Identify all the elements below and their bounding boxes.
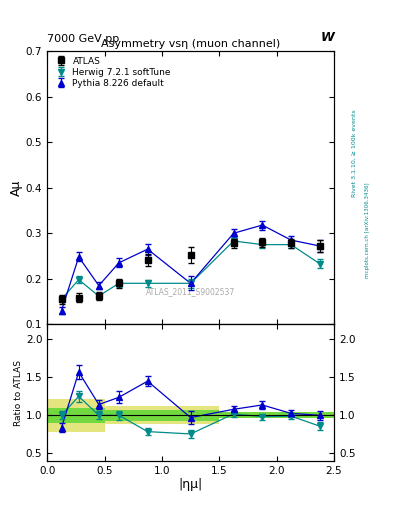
- Title: Asymmetry vsη (muon channel): Asymmetry vsη (muon channel): [101, 39, 280, 49]
- Text: 7000 GeV pp: 7000 GeV pp: [47, 33, 119, 44]
- Y-axis label: Aμ: Aμ: [10, 180, 23, 196]
- Text: Rivet 3.1.10, ≥ 100k events: Rivet 3.1.10, ≥ 100k events: [352, 110, 357, 198]
- X-axis label: |ημ|: |ημ|: [178, 478, 203, 492]
- Y-axis label: Ratio to ATLAS: Ratio to ATLAS: [14, 359, 23, 425]
- Legend: ATLAS, Herwig 7.2.1 softTune, Pythia 8.226 default: ATLAS, Herwig 7.2.1 softTune, Pythia 8.2…: [49, 53, 174, 92]
- Text: W: W: [320, 31, 334, 44]
- Text: ATLAS_2011_S9002537: ATLAS_2011_S9002537: [146, 287, 235, 296]
- Text: mcplots.cern.ch [arXiv:1306.3436]: mcplots.cern.ch [arXiv:1306.3436]: [365, 183, 371, 278]
